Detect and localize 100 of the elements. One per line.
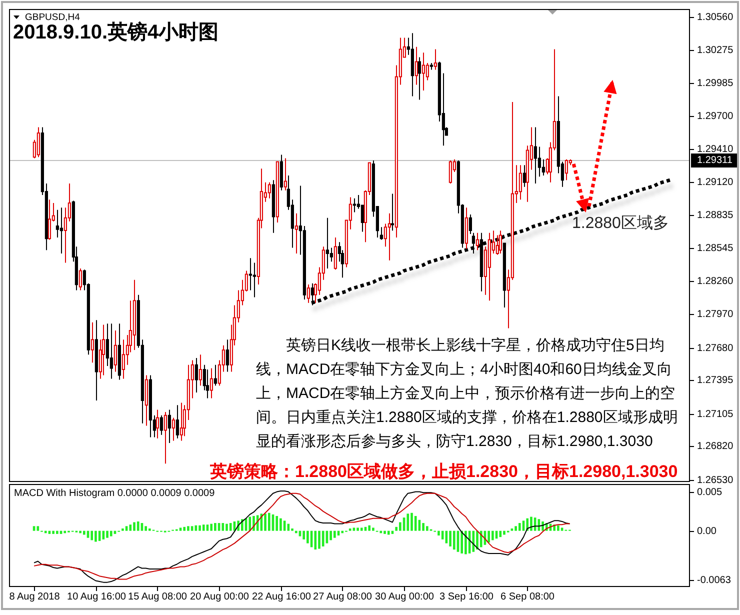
- bar: [222, 523, 224, 531]
- candlestick: [388, 212, 391, 261]
- candlestick: [90, 322, 94, 364]
- bar: [503, 530, 506, 535]
- candlestick: [518, 164, 522, 200]
- y-tick-label: 1.26530: [697, 475, 734, 486]
- annotation: 英镑策略：1.2880区域做多，止损1.2830，目标1.2980,1.3030: [210, 461, 679, 483]
- bar: [368, 525, 370, 531]
- bar: [557, 525, 560, 531]
- bar: [476, 530, 478, 550]
- candlestick: [414, 46, 418, 86]
- bar: [348, 528, 352, 531]
- bar: [187, 526, 190, 531]
- x-tick-label: 27 Aug 08:00: [313, 592, 372, 602]
- bar: [32, 526, 36, 531]
- bar: [414, 516, 417, 531]
- bar: [129, 524, 132, 531]
- bar: [352, 528, 356, 531]
- bar: [183, 526, 186, 531]
- bar: [480, 530, 482, 548]
- candlestick: [496, 234, 499, 256]
- annotation: 英镑日K线收一根带长上影线十字星，价格成功守住5日均线，MACD在零轴下方金叉向上；4小时图40和60日均线金叉向上，MACD在零轴上方金叉向上中，预示价格有进一步向上的空间。日内重点关注1.2880区域的支撑，价格在1.2880区域形成明显的看涨形态后参与多头，防守1.2830，目标1.2980,1.3030: [256, 336, 679, 452]
- line-series: [310, 178, 672, 305]
- candlestick: [110, 323, 113, 380]
- candlestick: [488, 232, 491, 302]
- y-tick-label: 1.29410: [697, 144, 734, 155]
- bar: [44, 530, 47, 534]
- candlestick: [198, 354, 202, 386]
- y-tick-label: 0.005: [697, 487, 722, 498]
- bar: [452, 530, 456, 550]
- candlestick: [144, 374, 148, 426]
- y-tick-label: 1.28260: [697, 276, 734, 287]
- candlestick: [434, 48, 437, 70]
- bar: [198, 525, 201, 531]
- y-tick-label: 1.28835: [697, 210, 734, 221]
- bar: [372, 528, 374, 531]
- bar: [229, 523, 232, 531]
- candlestick: [468, 214, 472, 234]
- bar: [90, 530, 94, 540]
- candlestick: [472, 232, 475, 254]
- bar: [384, 530, 386, 534]
- bar: [341, 530, 344, 534]
- candlestick: [168, 409, 171, 444]
- bar: [56, 530, 58, 534]
- candlestick: [78, 268, 82, 291]
- bar: [79, 530, 82, 534]
- bar: [460, 530, 463, 554]
- bar: [52, 530, 54, 534]
- y-tick-label: 1.28545: [697, 243, 734, 254]
- candlestick: [334, 237, 337, 270]
- bar: [514, 526, 517, 531]
- bar: [510, 528, 514, 531]
- candlestick: [132, 279, 136, 350]
- bar: [226, 524, 228, 531]
- candlestick: [226, 339, 229, 372]
- bar: [356, 528, 359, 531]
- y-tick-label: 0.00: [697, 526, 717, 537]
- x-tick-label: 8 Aug 2018: [9, 592, 60, 602]
- candlestick: [430, 62, 433, 70]
- candlestick: [294, 212, 298, 254]
- candlestick: [422, 52, 425, 91]
- y-tick-label: 1.27680: [697, 343, 734, 354]
- candlestick: [390, 193, 394, 232]
- bar: [122, 528, 124, 531]
- candlestick: [276, 161, 279, 223]
- bar: [148, 528, 151, 531]
- bar: [106, 530, 108, 538]
- ref-line-label: 1.29311: [697, 155, 733, 166]
- bar: [144, 526, 147, 531]
- y-tick-label: 1.29700: [697, 111, 734, 122]
- bar: [190, 526, 194, 531]
- bar: [334, 530, 336, 538]
- x-tick-label: 30 Aug 00:00: [375, 592, 434, 602]
- x-tick-label: 10 Aug 16:00: [67, 592, 126, 602]
- candlestick: [464, 207, 468, 250]
- bar: [518, 523, 521, 531]
- bar: [360, 528, 363, 531]
- bar: [449, 530, 452, 546]
- candlestick: [180, 402, 183, 442]
- candlestick: [176, 404, 179, 439]
- candlestick: [148, 374, 152, 438]
- candlestick: [122, 339, 125, 380]
- bar: [83, 530, 86, 535]
- y-tick-label: 1.29120: [697, 177, 734, 188]
- candlestick: [280, 154, 283, 191]
- candlestick: [352, 198, 356, 213]
- y-tick-label: 1.27970: [697, 309, 734, 320]
- bar: [492, 530, 494, 540]
- candlestick: [326, 217, 329, 269]
- bar: [406, 514, 410, 531]
- bar: [110, 530, 112, 536]
- bar: [206, 524, 209, 531]
- bar: [248, 516, 252, 531]
- y-tick-label: 1.27105: [697, 409, 734, 420]
- bar: [426, 526, 428, 531]
- x-tick-label: 15 Aug 08:00: [128, 592, 188, 602]
- y-tick-label: 1.30275: [697, 45, 734, 56]
- bar: [422, 523, 424, 531]
- candlestick: [418, 56, 421, 100]
- bar: [410, 512, 413, 531]
